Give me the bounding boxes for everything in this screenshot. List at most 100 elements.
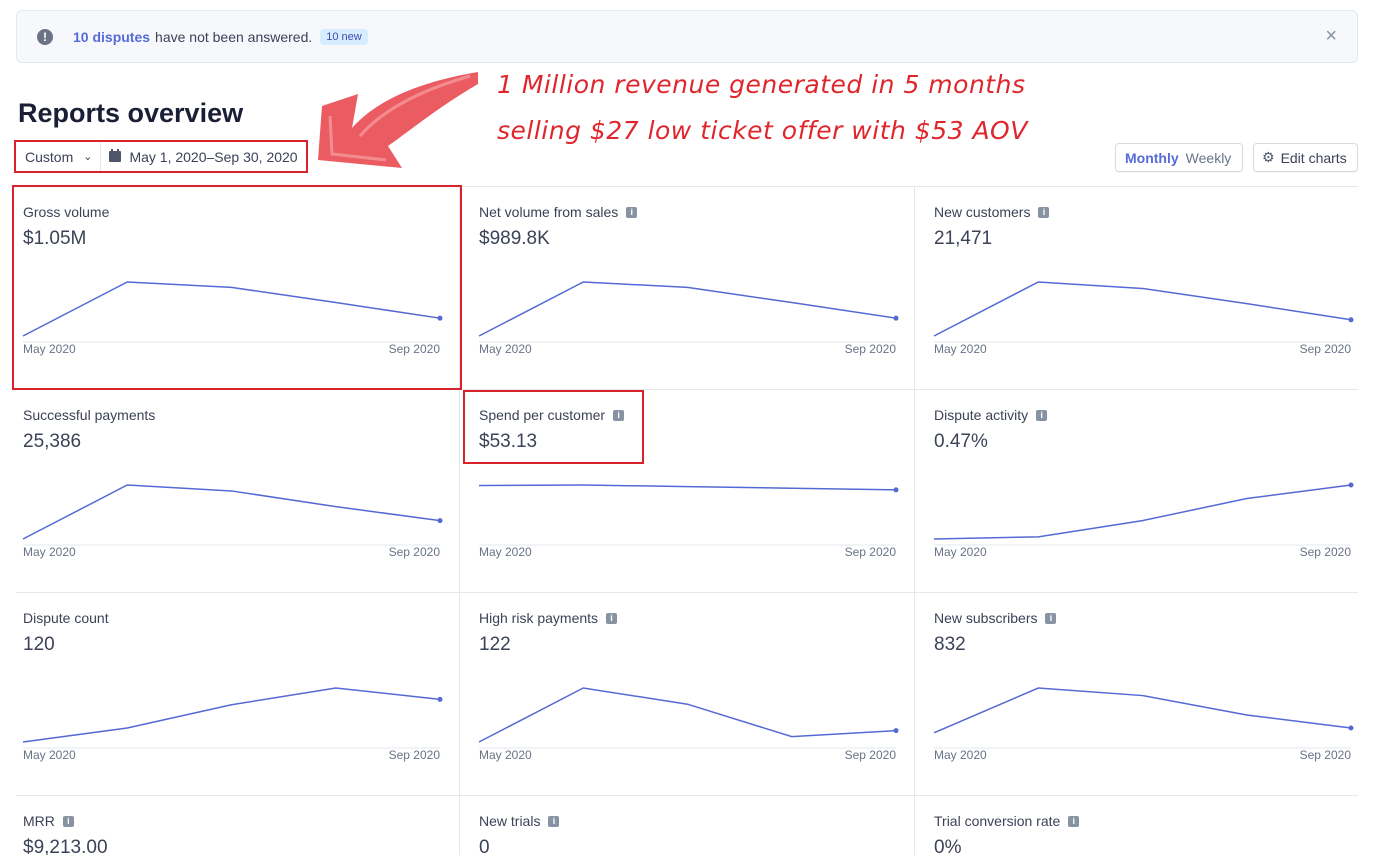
chart-card[interactable]: Dispute count 120 May 2020 Sep 2020 xyxy=(22,610,443,762)
series-line xyxy=(22,281,441,337)
chart-card[interactable]: MRR i $9,213.00 xyxy=(23,813,440,855)
grid-divider xyxy=(16,592,1358,593)
chart-card[interactable]: High risk payments i 122 May 2020 Sep 2020 xyxy=(478,610,899,762)
chart-plot xyxy=(933,482,1354,546)
x-axis-end-label: Sep 2020 xyxy=(388,545,440,559)
x-axis-end-label: Sep 2020 xyxy=(388,748,440,762)
last-point xyxy=(893,728,899,734)
x-axis-end-label: Sep 2020 xyxy=(844,545,896,559)
close-icon[interactable]: × xyxy=(1325,25,1337,47)
chart-value: 21,471 xyxy=(934,228,993,249)
chart-value: 0 xyxy=(479,837,490,855)
chart-value: 832 xyxy=(934,634,966,655)
info-icon[interactable]: i xyxy=(606,612,618,624)
chart-card[interactable]: Spend per customer i $53.13 May 2020 Sep 202… xyxy=(478,407,899,559)
last-point xyxy=(437,696,443,702)
info-icon[interactable]: i xyxy=(62,815,74,827)
disputes-link[interactable]: 10 disputes xyxy=(73,28,151,45)
series-line xyxy=(22,484,441,540)
period-toggle: Monthly Weekly xyxy=(1115,143,1243,172)
chart-card[interactable]: Net volume from sales i $989.8K May 2020 Sep… xyxy=(478,204,899,356)
info-icon[interactable]: i xyxy=(1038,206,1050,218)
info-icon[interactable]: i xyxy=(548,815,560,827)
series-line xyxy=(933,484,1352,540)
info-icon[interactable]: i xyxy=(1036,409,1048,421)
chart-value: 120 xyxy=(23,634,55,655)
page-title: Reports overview xyxy=(18,98,244,128)
grid-divider xyxy=(16,389,1358,390)
chart-card[interactable]: Trial conversion rate i 0% xyxy=(934,813,1351,855)
monthly-option[interactable]: Monthly xyxy=(1125,149,1179,166)
date-range-label: May 1, 2020–Sep 30, 2020 xyxy=(129,148,298,165)
chart-title: MRR i xyxy=(23,813,440,829)
chart-value: 25,386 xyxy=(23,431,82,452)
grid-divider xyxy=(914,187,915,855)
chart-title: New subscribers i xyxy=(934,610,1351,626)
chart-title: Gross volume xyxy=(23,204,440,220)
chart-title-text: Gross volume xyxy=(23,204,110,220)
chart-title-text: Dispute activity xyxy=(934,407,1029,423)
chart-plot xyxy=(933,687,1354,749)
chart-card[interactable]: New trials i 0 xyxy=(479,813,896,855)
info-icon[interactable]: i xyxy=(626,206,638,218)
info-icon[interactable]: i xyxy=(613,409,625,421)
series-line xyxy=(933,281,1352,337)
chart-title-text: MRR xyxy=(23,813,55,829)
chart-plot xyxy=(478,687,899,749)
chart-value: $1.05M xyxy=(23,228,87,249)
annotation-line-1: 1 Million revenue generated in 5 months xyxy=(497,70,1026,99)
chart-title-text: Successful payments xyxy=(23,407,156,423)
chart-plot xyxy=(933,281,1354,343)
chart-card[interactable]: Successful payments 25,386 May 2020 Sep 202… xyxy=(22,407,443,559)
chart-value: 0% xyxy=(934,837,962,855)
x-axis-start-label: May 2020 xyxy=(934,748,987,762)
x-axis-start-label: May 2020 xyxy=(23,748,76,762)
chart-card[interactable]: New subscribers i 832 May 2020 Sep 2020 xyxy=(933,610,1354,762)
chart-card[interactable]: New customers i 21,471 May 2020 Sep 2020 xyxy=(933,204,1354,356)
range-select[interactable]: Custom ⌄ xyxy=(16,142,102,171)
info-icon[interactable]: i xyxy=(1068,815,1080,827)
x-axis-end-label: Sep 2020 xyxy=(1299,748,1351,762)
last-point xyxy=(1348,317,1354,323)
chart-title-text: Spend per customer xyxy=(479,407,606,423)
chart-card[interactable]: Gross volume $1.05M May 2020 Sep 2020 xyxy=(22,204,443,356)
last-point xyxy=(893,487,899,493)
chart-title-text: Trial conversion rate xyxy=(934,813,1061,829)
chart-title: New trials i xyxy=(479,813,896,829)
grid-divider xyxy=(16,795,1358,796)
disputes-banner: ! 10 disputes have not been answered. 10… xyxy=(16,10,1358,63)
chart-title-text: New customers xyxy=(934,204,1031,220)
chart-title: New customers i xyxy=(934,204,1351,220)
new-badge: 10 new xyxy=(320,28,368,45)
chart-title: Net volume from sales i xyxy=(479,204,896,220)
chart-plot xyxy=(22,687,443,749)
series-line xyxy=(478,687,897,743)
date-range-button[interactable]: May 1, 2020–Sep 30, 2020 xyxy=(101,148,298,165)
chart-value: $53.13 xyxy=(479,431,538,452)
weekly-option[interactable]: Weekly xyxy=(1185,149,1232,166)
chart-title: Trial conversion rate i xyxy=(934,813,1351,829)
info-icon[interactable]: i xyxy=(1045,612,1057,624)
x-axis-start-label: May 2020 xyxy=(479,748,532,762)
x-axis-start-label: May 2020 xyxy=(479,545,532,559)
grid-divider xyxy=(16,186,1358,187)
annotation-arrow xyxy=(318,72,478,168)
chart-title-text: Net volume from sales xyxy=(479,204,619,220)
chevron-down-icon: ⌄ xyxy=(83,151,93,163)
chart-title-text: New subscribers xyxy=(934,610,1038,626)
x-axis-start-label: May 2020 xyxy=(934,342,987,356)
chart-title: High risk payments i xyxy=(479,610,896,626)
chart-title: Dispute count xyxy=(23,610,440,626)
chart-value: 0.47% xyxy=(934,431,988,452)
gear-icon: ⚙ xyxy=(1262,149,1275,165)
exclamation-icon: ! xyxy=(37,28,53,45)
chart-plot xyxy=(478,281,899,343)
date-range-controls: Custom ⌄ May 1, 2020–Sep 30, 2020 xyxy=(14,140,308,173)
chart-plot xyxy=(478,484,899,546)
chart-title-text: High risk payments xyxy=(479,610,599,626)
edit-charts-button[interactable]: ⚙ Edit charts xyxy=(1253,143,1358,172)
chart-card[interactable]: Dispute activity i 0.47% May 2020 Sep 2020 xyxy=(933,407,1354,559)
range-select-label: Custom xyxy=(25,148,74,165)
series-line xyxy=(478,484,897,491)
last-point xyxy=(893,315,899,321)
